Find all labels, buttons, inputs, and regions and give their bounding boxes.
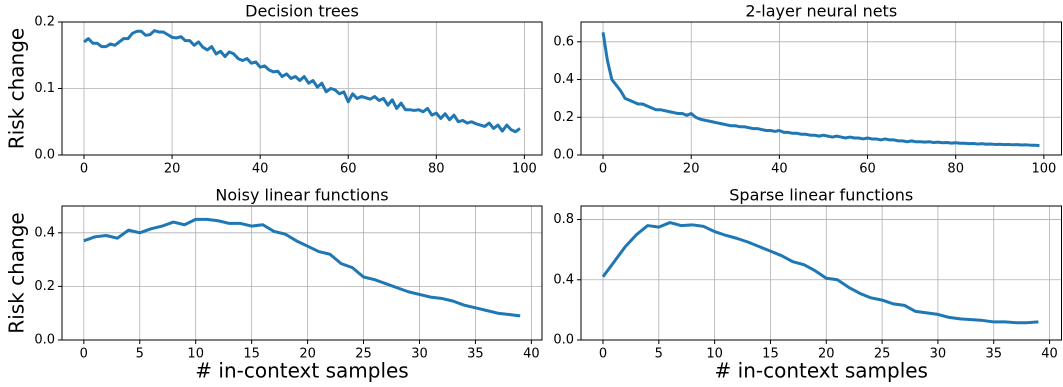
- x-tick-label: 35: [467, 347, 484, 362]
- y-tick-label: 0.4: [553, 72, 574, 87]
- x-tick-label: 10: [706, 347, 723, 362]
- y-tick-label: 0.4: [34, 225, 55, 240]
- x-tick-label: 60: [340, 162, 357, 177]
- axes-frame: [580, 205, 1062, 341]
- x-tick-label: 30: [930, 347, 947, 362]
- x-tick-label: 25: [874, 347, 891, 362]
- x-tick-label: 0: [599, 162, 607, 177]
- subplot-title: Sparse linear functions: [729, 186, 913, 205]
- y-tick-label: 0.8: [553, 212, 574, 227]
- axes-frame: [61, 205, 543, 341]
- x-tick-label: 20: [683, 162, 700, 177]
- x-tick-label: 80: [428, 162, 445, 177]
- y-tick-label: 0.0: [553, 333, 574, 348]
- x-tick-label: 40: [1041, 347, 1058, 362]
- x-tick-label: 35: [985, 347, 1002, 362]
- data-line: [83, 29, 521, 134]
- y-tick-label: 0.0: [553, 148, 574, 163]
- data-line: [601, 32, 1040, 148]
- x-tick-label: 25: [355, 347, 372, 362]
- y-tick-label: 0.1: [34, 81, 55, 96]
- data-line: [83, 217, 521, 318]
- x-axis-label: # in-context samples: [715, 359, 928, 383]
- x-tick-label: 40: [252, 162, 269, 177]
- x-tick-label: 100: [1031, 162, 1056, 177]
- x-tick-label: 60: [859, 162, 876, 177]
- x-tick-label: 20: [818, 347, 835, 362]
- x-tick-label: 5: [136, 347, 144, 362]
- y-tick-label: 0.4: [553, 272, 574, 287]
- y-tick-label: 0.2: [34, 279, 55, 294]
- x-tick-label: 40: [523, 347, 540, 362]
- axes-frame: [580, 21, 1062, 156]
- x-tick-label: 100: [512, 162, 537, 177]
- x-tick-label: 80: [947, 162, 964, 177]
- axes-frame: [61, 21, 543, 156]
- x-tick-label: 0: [80, 347, 88, 362]
- x-tick-label: 0: [80, 162, 88, 177]
- x-tick-label: 15: [243, 347, 260, 362]
- x-tick-label: 40: [771, 162, 788, 177]
- y-tick-label: 0.2: [34, 15, 55, 30]
- subplot-title: Decision trees: [245, 2, 359, 21]
- y-tick-label: 0.0: [34, 333, 55, 348]
- y-tick-label: 0.6: [553, 34, 574, 49]
- x-tick-label: 30: [411, 347, 428, 362]
- x-tick-label: 20: [164, 162, 181, 177]
- x-tick-label: 10: [187, 347, 204, 362]
- y-axis-label: Risk change: [5, 212, 29, 333]
- x-tick-label: 20: [299, 347, 316, 362]
- x-axis-label: # in-context samples: [195, 359, 408, 383]
- subplot-title: Noisy linear functions: [215, 186, 388, 205]
- subplot-title: 2-layer neural nets: [745, 2, 897, 21]
- x-tick-label: 15: [762, 347, 779, 362]
- y-axis-label: Risk change: [5, 28, 29, 149]
- y-tick-label: 0.2: [553, 110, 574, 125]
- y-tick-label: 0.0: [34, 148, 55, 163]
- data-line: [601, 221, 1039, 325]
- x-tick-label: 0: [599, 347, 607, 362]
- x-tick-label: 5: [655, 347, 663, 362]
